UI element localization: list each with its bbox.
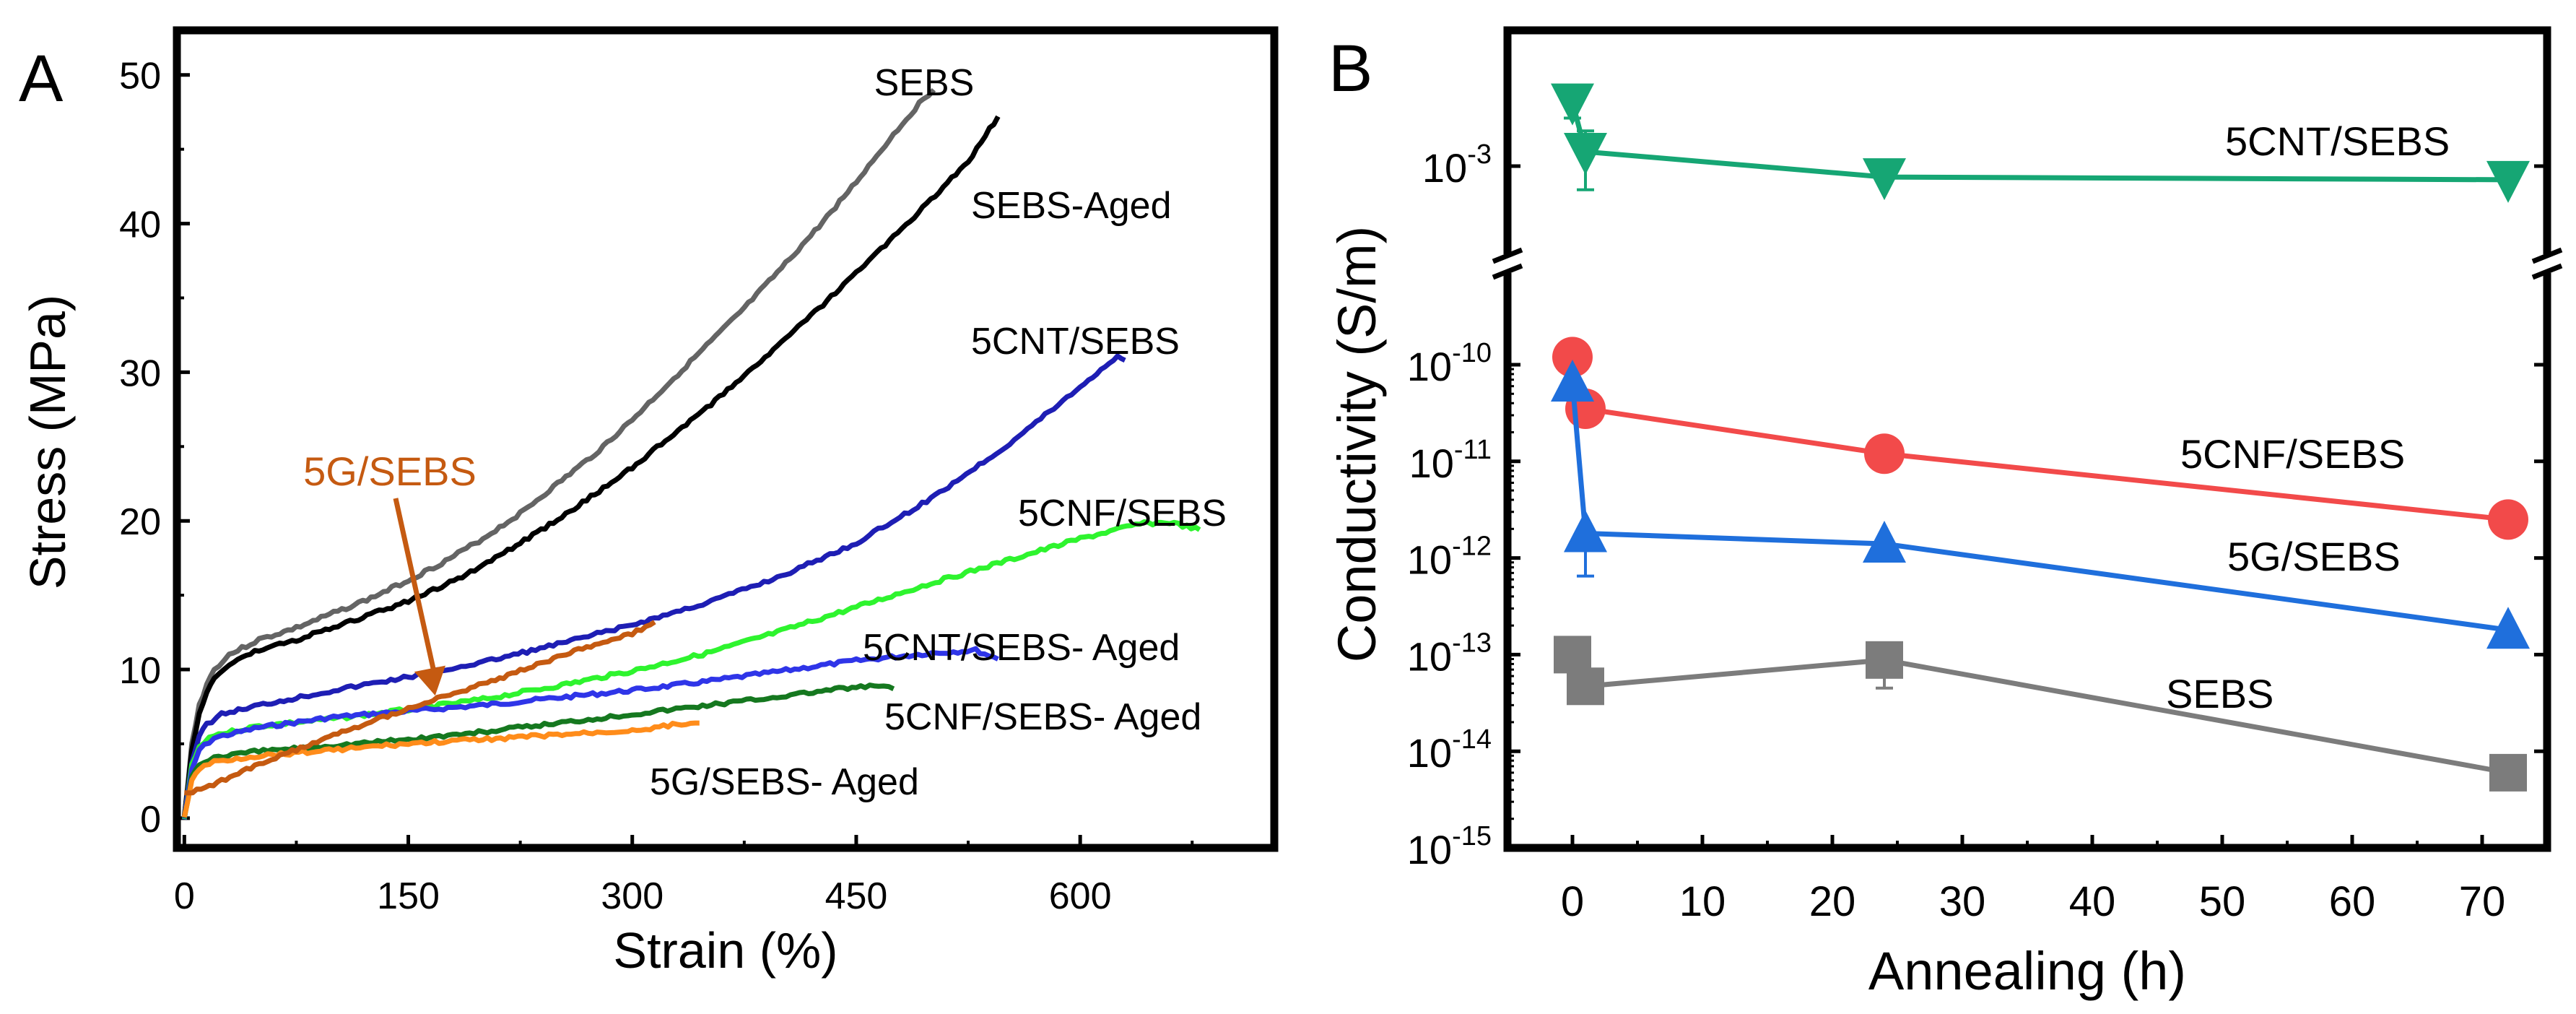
panel-a-y-tick-label: 50 <box>119 56 161 98</box>
panel-b-axis-break-mark <box>2531 263 2563 280</box>
panel-b-marker-5g-sebs <box>1564 510 1607 552</box>
panel-a-series-label: 5CNF/SEBS- Aged <box>884 696 1201 738</box>
panel-b-upper-y-tick-label: 10-3 <box>1422 139 1492 191</box>
panel-b-y-axis-label: Conductivity (S/m) <box>1327 226 1387 662</box>
panel-b: B 0 10 20 30 40 50 60 70 10-15 10-14 10-13 10-12 10-… <box>1327 26 2563 1001</box>
panel-a-annotation-arrow <box>393 498 438 678</box>
panel-b-marker-sebs <box>1866 641 1903 679</box>
panel-b-x-tick-label: 30 <box>1939 878 1986 925</box>
panel-a-x-axis-label: Strain (%) <box>613 922 837 979</box>
panel-a-plot-frame <box>173 26 1279 852</box>
panel-b-x-tick-label: 70 <box>2459 878 2506 925</box>
panel-a-x-tick-label: 150 <box>377 875 440 917</box>
panel-a-y-tick-label: 40 <box>119 204 161 246</box>
panel-b-axis-break-mark <box>2531 247 2563 264</box>
panel-a-curve-sebs <box>181 88 936 818</box>
panel-b-marker-5cnf-sebs <box>1552 337 1593 378</box>
panel-b-marker-sebs <box>1554 636 1591 674</box>
panel-b-marker-5g-sebs <box>1551 360 1594 402</box>
panel-a-y-axis-label: Stress (MPa) <box>19 295 76 589</box>
panel-b-y-tick-label: 10-10 <box>1407 338 1492 389</box>
panel-b-y-tick-label: 10-13 <box>1407 628 1492 679</box>
panel-a-curve-5g-sebs-aged <box>181 720 700 818</box>
panel-b-marker-sebs <box>1567 667 1604 706</box>
panel-a-y-tick-label: 10 <box>119 650 161 692</box>
panel-a-ticks: 0 150 300 450 600 0 10 20 30 40 50 <box>119 56 1194 917</box>
panel-b-axis-break-mark <box>1492 263 1523 280</box>
panel-a-series-label: 5CNF/SEBS <box>1018 493 1227 534</box>
panel-b-y-tick-label: 10-14 <box>1407 724 1492 776</box>
panel-a-series-label: SEBS <box>874 62 975 104</box>
panel-b-y-tick-label: 10-11 <box>1409 435 1492 486</box>
panel-a-x-tick-label: 0 <box>174 875 195 917</box>
panel-b-marker-5cnt-sebs <box>2486 160 2530 203</box>
panel-a-series: SEBS SEBS-Aged 5CNT/SEBS 5CNF/SEBS 5CNT/SEBS… <box>181 62 1227 820</box>
panel-b-x-tick-label: 50 <box>2199 878 2246 925</box>
panel-b-line-sebs <box>1570 654 2509 776</box>
panel-a-curve-5cnt-sebs <box>181 353 1126 820</box>
panel-b-series-label: 5CNF/SEBS <box>2180 431 2405 477</box>
panel-b-x-tick-label: 40 <box>2069 878 2116 925</box>
panel-a: A 0 150 300 450 600 0 10 20 30 40 50 SEBS SEBS-Aged… <box>19 26 1279 979</box>
panel-a-curve-sebs-aged <box>181 115 1001 818</box>
panel-b-x-tick-label: 10 <box>1679 878 1726 925</box>
panel-b-ticks: 0 10 20 30 40 50 60 70 10-15 10-14 10-13 10-12 10-11… <box>1407 139 2563 925</box>
panel-a-x-tick-label: 600 <box>1049 875 1112 917</box>
panel-a-letter: A <box>19 42 64 116</box>
panel-b-series-label: 5G/SEBS <box>2227 534 2401 579</box>
panel-b-line-5g-sebs <box>1570 382 2509 633</box>
panel-b-letter: B <box>1328 32 1372 105</box>
panel-b-y-tick-label: 10-12 <box>1407 532 1492 583</box>
panel-a-curve-5cnt-sebs-aged <box>181 646 999 819</box>
panel-b-marker-5g-sebs <box>1863 521 1906 563</box>
panel-b-series-label: SEBS <box>2166 671 2273 716</box>
panel-a-annotation-label: 5G/SEBS <box>303 448 477 494</box>
panel-a-series-label: 5CNT/SEBS <box>971 321 1180 363</box>
panel-b-marker-5g-sebs <box>2486 607 2530 649</box>
panel-a-y-tick-label: 0 <box>140 799 161 841</box>
panel-b-marker-5cnt-sebs <box>1863 158 1906 201</box>
panel-a-annotation-arrowhead <box>414 665 446 696</box>
panel-a-series-label: 5G/SEBS- Aged <box>650 761 919 803</box>
panel-b-line-5cnt-sebs <box>1570 101 2509 183</box>
panel-a-series-label: SEBS-Aged <box>971 185 1172 227</box>
panel-b-x-tick-label: 20 <box>1809 878 1856 925</box>
panel-b-marker-sebs <box>2489 753 2527 792</box>
panel-a-y-tick-label: 30 <box>119 352 161 394</box>
panel-b-series-label: 5CNT/SEBS <box>2225 118 2450 164</box>
panel-a-curve-5g-sebs <box>184 620 656 796</box>
panel-a-y-tick-label: 20 <box>119 501 161 543</box>
panel-a-series-label: 5CNT/SEBS- Aged <box>863 627 1180 669</box>
panel-b-x-axis-label: Annealing (h) <box>1868 941 2186 1001</box>
panel-b-marker-5cnf-sebs <box>1864 433 1905 474</box>
panel-b-marker-5cnt-sebs <box>1564 133 1607 176</box>
panel-b-axis-break-mark <box>1492 247 1523 264</box>
panel-a-x-tick-label: 450 <box>825 875 888 917</box>
panel-b-series: 5CNT/SEBS 5CNF/SEBS 5G/SEBS SEBS <box>1551 83 2530 792</box>
panel-b-y-tick-label: 10-15 <box>1407 821 1492 872</box>
panel-b-x-tick-label: 60 <box>2329 878 2376 925</box>
panel-b-x-tick-label: 0 <box>1561 878 1584 925</box>
panel-b-marker-5cnf-sebs <box>2488 499 2528 540</box>
panel-a-x-tick-label: 300 <box>601 875 663 917</box>
panel-b-marker-5cnt-sebs <box>1551 83 1594 126</box>
